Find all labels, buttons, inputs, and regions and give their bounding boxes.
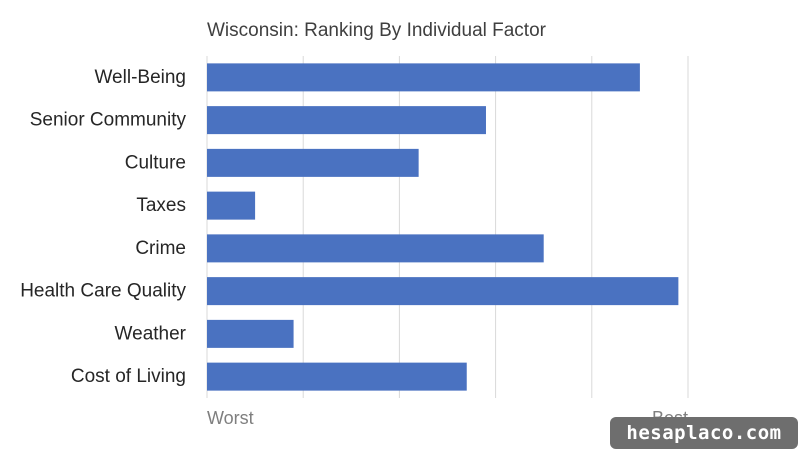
category-label: Taxes [136, 195, 186, 216]
bar-cost-of-living [207, 362, 467, 391]
x-tick-label-worst: Worst [207, 408, 254, 428]
category-label: Culture [125, 152, 186, 173]
category-label: Weather [115, 323, 187, 344]
bar-weather [207, 319, 294, 348]
category-label: Well-Being [94, 67, 186, 88]
bar-health-care-quality [207, 277, 679, 306]
bar-taxes [207, 191, 256, 220]
category-label: Health Care Quality [20, 281, 186, 302]
category-label: Senior Community [30, 110, 187, 131]
bars [207, 63, 679, 391]
category-labels: Well-Being Senior Community Culture Taxes Cr… [20, 67, 186, 387]
bar-crime [207, 234, 544, 263]
bar-senior-community [207, 106, 486, 135]
chart-title: Wisconsin: Ranking By Individual Factor [207, 20, 546, 41]
bar-well-being [207, 63, 640, 92]
watermark-logo: hesaplaco.com [610, 417, 798, 449]
bar-culture [207, 148, 419, 177]
category-label: Cost of Living [71, 366, 186, 387]
category-label: Crime [135, 238, 186, 259]
